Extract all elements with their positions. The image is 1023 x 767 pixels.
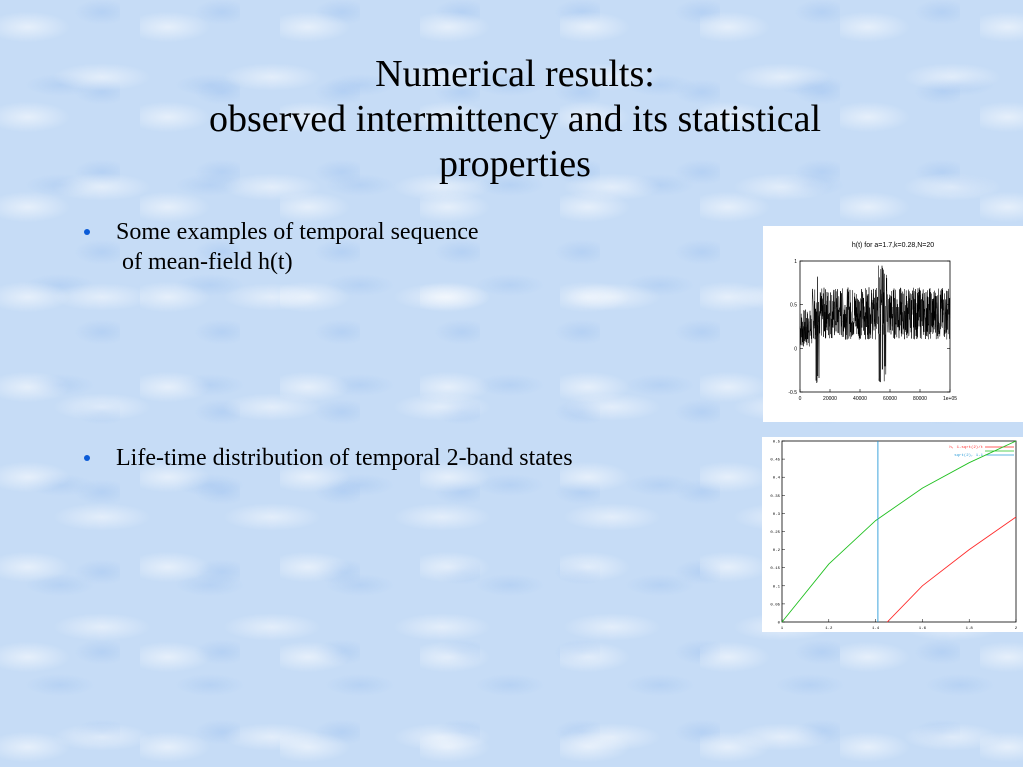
- bullet-2-line-1: Life-time distribution of temporal 2-ban…: [116, 445, 573, 471]
- legend-entry-1: h, 1-sqrt(2)/t: [949, 445, 983, 450]
- x-tick-label: 1.2: [825, 627, 833, 631]
- y-tick-label: 0.45: [770, 459, 780, 463]
- title-line-2: observed intermittency and its statistic…: [208, 98, 822, 140]
- series-line-green: [781, 440, 1017, 623]
- y-tick-label: 0.5: [773, 441, 781, 445]
- y-tick-label: 0.4: [773, 477, 781, 481]
- title-line-1: Numerical results:: [375, 53, 655, 95]
- y-tick-label: 0.2: [773, 549, 781, 553]
- x-tick-label: 1.6: [919, 627, 927, 631]
- plot-frame: [781, 440, 1017, 623]
- y-tick-label: 0.5: [790, 303, 797, 309]
- bullet-item-1: Some examples of temporal sequence of me…: [84, 217, 479, 277]
- y-tick-label: 0: [778, 622, 781, 626]
- x-tick-label: 1.8: [966, 627, 974, 631]
- bullet-dot-icon: [84, 229, 90, 235]
- x-tick-label: 1e+05: [943, 396, 957, 402]
- x-tick-label: 2: [1015, 627, 1018, 631]
- y-tick-label: 1: [794, 259, 797, 265]
- y-tick-label: 0: [794, 346, 797, 352]
- time-series-chart: h(t) for a=1.7,k=0.28,N=20 -0.500.51 0 20…: [788, 242, 957, 402]
- y-tick-label: 0.1: [773, 585, 781, 589]
- x-tick-label: 20000: [823, 396, 837, 402]
- x-tick-label: 80000: [913, 396, 927, 402]
- x-tick-label: 60000: [883, 396, 897, 402]
- series-line-red: [886, 516, 1017, 623]
- legend-entry-3: sqrt(2), 1-1: [954, 453, 983, 458]
- figure-lifetime-distribution: 0 0.05 0.1 0.15 0.2 0.25 0.3 0.35 0.4 0.45 0.5 1 1.…: [762, 437, 1023, 632]
- x-tick-label: 0: [799, 396, 802, 402]
- x-tick-label: 40000: [853, 396, 867, 402]
- bullet-1-line-2: of mean-field h(t): [122, 249, 293, 275]
- bullet-1-line-1: Some examples of temporal sequence: [116, 219, 479, 245]
- chart-title: h(t) for a=1.7,k=0.28,N=20: [852, 242, 934, 249]
- bullet-dot-icon: [84, 455, 90, 461]
- lifetime-chart: 0 0.05 0.1 0.15 0.2 0.25 0.3 0.35 0.4 0.45 0.5 1 1.…: [770, 440, 1018, 632]
- y-tick-label: 0.15: [770, 567, 780, 571]
- x-tick-label: 1.4: [872, 627, 880, 631]
- x-tick-label: 1: [781, 627, 784, 631]
- y-tick-label: -0.5: [788, 390, 797, 396]
- y-tick-label: 0.3: [773, 513, 781, 517]
- y-tick-label: 0.35: [770, 495, 780, 499]
- series-line-h: [799, 265, 951, 383]
- bullet-item-2: Life-time distribution of temporal 2-ban…: [84, 443, 573, 473]
- y-tick-label: 0.25: [770, 531, 780, 535]
- slide-title: Numerical results: observed intermittenc…: [100, 52, 930, 187]
- figure-time-series: h(t) for a=1.7,k=0.28,N=20 -0.5 0 0.5 1 0 20…: [763, 226, 1023, 422]
- y-tick-label: 0.05: [770, 603, 780, 607]
- title-line-3: properties: [439, 143, 591, 185]
